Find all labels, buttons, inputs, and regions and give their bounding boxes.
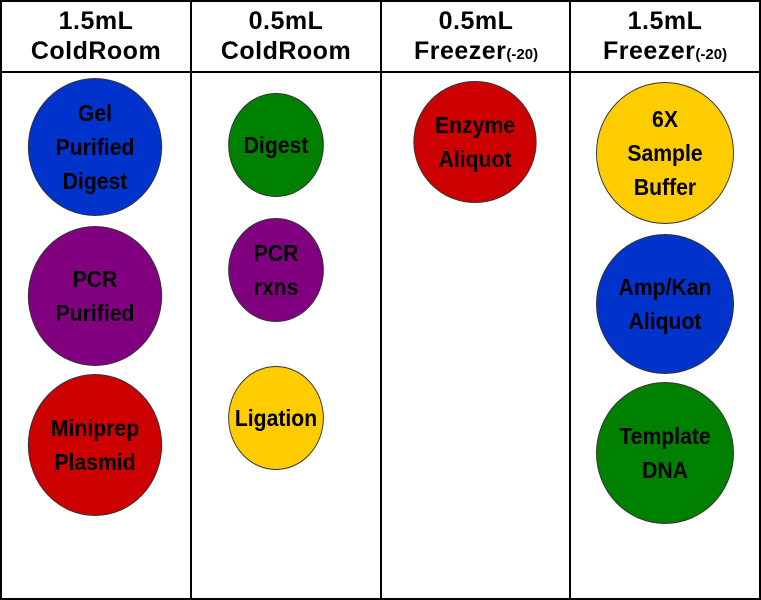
column-divider (569, 0, 571, 600)
column-header-4: 1.5mL Freezer(-20) (571, 6, 759, 70)
tube-label: PCR Purified (55, 266, 135, 326)
column-header-1: 1.5mL ColdRoom (2, 6, 190, 66)
tube-circle: Miniprep Plasmid (27, 374, 163, 516)
header-volume: 0.5mL (438, 7, 514, 35)
tube-circle: Template DNA (596, 382, 734, 524)
tube-label: Ligation (234, 405, 318, 431)
tube-circle: PCR Purified (27, 226, 163, 366)
tube-circle: Enzyme Aliquot (413, 81, 537, 203)
header-location: ColdRoom (220, 37, 352, 65)
tube-circle: 6X Sample Buffer (596, 82, 734, 224)
column-divider (380, 0, 382, 600)
header-volume: 1.5mL (58, 7, 134, 35)
header-location: ColdRoom (30, 37, 162, 65)
header-volume: 0.5mL (248, 7, 324, 35)
tube-label: Amp/Kan Aliquot (618, 274, 712, 334)
tube-circle: PCR rxns (228, 218, 324, 322)
column-divider (759, 0, 761, 600)
tube-label: Digest (243, 132, 309, 158)
column-header-2: 0.5mL ColdRoom (192, 6, 380, 66)
header-location: Freezer (602, 37, 696, 65)
tube-label: PCR rxns (253, 240, 299, 300)
tube-circle: Amp/Kan Aliquot (596, 234, 734, 374)
column-header-3: 0.5mL Freezer(-20) (382, 6, 570, 70)
tube-label: Template DNA (619, 423, 711, 483)
tube-label: Gel Purified Digest (55, 100, 135, 194)
column-divider (0, 0, 2, 600)
header-temperature: (-20) (695, 46, 728, 63)
header-volume: 1.5mL (627, 7, 703, 35)
tube-label: Miniprep Plasmid (50, 415, 140, 475)
tube-circle: Digest (228, 93, 324, 197)
tube-circle: Gel Purified Digest (27, 78, 163, 216)
tube-label: 6X Sample Buffer (627, 106, 703, 200)
tube-label: Enzyme Aliquot (435, 112, 515, 172)
tube-circle: Ligation (228, 366, 324, 470)
header-location: Freezer (413, 37, 507, 65)
header-temperature: (-20) (506, 46, 539, 63)
column-divider (190, 0, 192, 600)
